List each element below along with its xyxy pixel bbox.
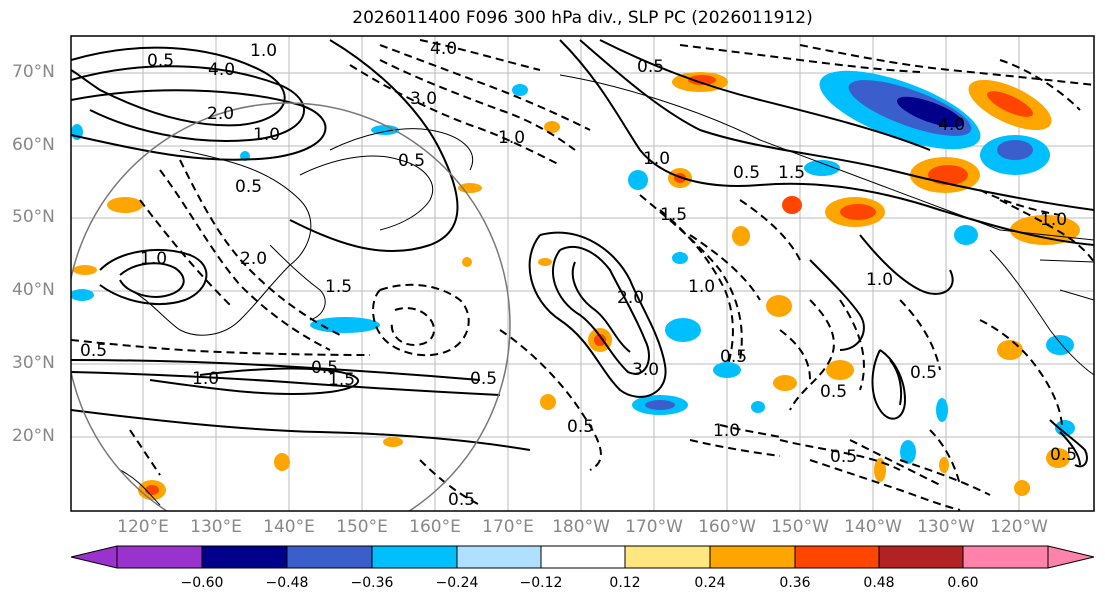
colorbar-tick-label: −0.12	[519, 575, 563, 591]
map-border	[70, 35, 1095, 512]
contour-label: 3.0	[410, 89, 437, 109]
colorbar-tick-label: 0.60	[947, 575, 979, 591]
contour-label: 1.5	[328, 370, 355, 390]
colorbar-tick-label: 0.48	[863, 575, 895, 591]
contour-label: 1.0	[643, 149, 670, 169]
colorbar-tick-label: −0.48	[265, 575, 309, 591]
contour-label: 0.5	[830, 447, 857, 467]
contour-label: 0.5	[733, 163, 760, 183]
contour-label: 0.5	[448, 490, 475, 510]
contour-label: 2.0	[617, 288, 644, 308]
contour-label: 1.0	[192, 369, 219, 389]
contour-label: 1.0	[866, 270, 893, 290]
lon-label: 160°E	[409, 517, 461, 537]
colorbar-segment	[286, 545, 373, 569]
colorbar-segment	[116, 545, 203, 569]
colorbar-segment	[371, 545, 458, 569]
contour-label: 1.0	[250, 41, 277, 61]
contour-label: 0.5	[1050, 445, 1077, 465]
colorbar-tick-label: 0.12	[609, 575, 641, 591]
contour-label: 0.5	[637, 57, 664, 77]
lon-label: 170°E	[482, 517, 534, 537]
contour-label: 0.5	[235, 177, 262, 197]
contour-label: 1.0	[713, 421, 740, 441]
colorbar-extend-low	[70, 545, 118, 569]
contour-label: 2.0	[207, 104, 234, 124]
lon-label: 140°E	[263, 517, 315, 537]
contour-label: 1.0	[498, 128, 525, 148]
contour-label: 1.0	[253, 125, 280, 145]
colorbar-extend-high	[1047, 545, 1095, 569]
figure-title: 2026011400 F096 300 hPa div., SLP PC (20…	[352, 8, 813, 28]
lon-label: 160°W	[698, 517, 756, 537]
contour-label: 3.0	[632, 360, 659, 380]
contour-label: 0.5	[910, 363, 937, 383]
positive-contours	[71, 39, 1094, 468]
contour-label: 4.0	[208, 60, 235, 80]
lon-label: 130°W	[917, 517, 975, 537]
contour-label: 1.5	[325, 277, 352, 297]
range-circle	[71, 102, 511, 511]
colorbar-segment	[456, 545, 542, 569]
colorbar-segment	[878, 545, 964, 569]
negative-contours	[71, 39, 1094, 511]
colorbar-segment	[624, 545, 711, 569]
lon-label: 150°W	[771, 517, 829, 537]
lon-label: 130°E	[190, 517, 242, 537]
colorbar-tick-label: 0.24	[694, 575, 726, 591]
lat-label: 30°N	[12, 353, 55, 373]
colorbar-segment	[709, 545, 796, 569]
lon-label: 120°E	[117, 517, 169, 537]
contour-label: 1.0	[1040, 210, 1067, 230]
contour-label: 2.0	[240, 249, 267, 269]
contour-label: 1.5	[660, 205, 687, 225]
lat-label: 20°N	[12, 426, 55, 446]
contour-label-layer: 4.0 2.0 1.0 4.0 3.0 0.5 0.5 1.0 1.0 1.5 …	[80, 39, 1077, 510]
contour-label: 4.0	[430, 39, 457, 59]
contour-label: 0.5	[567, 417, 594, 437]
lat-label: 50°N	[12, 207, 55, 227]
contour-label: 0.5	[720, 347, 747, 367]
lon-label: 180°W	[552, 517, 610, 537]
lon-label: 120°W	[990, 517, 1048, 537]
contour-label: 1.0	[688, 277, 715, 297]
lat-label: 40°N	[12, 280, 55, 300]
contour-label: 0.5	[470, 369, 497, 389]
colorbar-tick-label: 0.36	[779, 575, 811, 591]
contour-label: 0.5	[80, 341, 107, 361]
colorbar-segment	[962, 545, 1049, 569]
lon-label: 170°W	[625, 517, 683, 537]
colorbar-tick-label: −0.36	[350, 575, 394, 591]
contour-label: 0.5	[147, 51, 174, 71]
contour-label: 0.5	[311, 358, 338, 378]
colorbar	[70, 545, 1095, 569]
contour-label: 0.5	[398, 151, 425, 171]
lat-label: 60°N	[12, 135, 55, 155]
colorbar-tick-label: −0.60	[180, 575, 224, 591]
contour-label: 1.0	[140, 249, 167, 269]
contour-label: 4.0	[938, 115, 965, 135]
lat-label: 70°N	[12, 62, 55, 82]
colorbar-segment	[794, 545, 880, 569]
contour-label: 1.5	[778, 163, 805, 183]
colorbar-segment	[201, 545, 288, 569]
colorbar-tick-label: −0.24	[435, 575, 479, 591]
lon-label: 140°W	[844, 517, 902, 537]
contour-label: 0.5	[820, 382, 847, 402]
lon-label: 150°E	[336, 517, 388, 537]
colorbar-segment	[540, 545, 626, 569]
